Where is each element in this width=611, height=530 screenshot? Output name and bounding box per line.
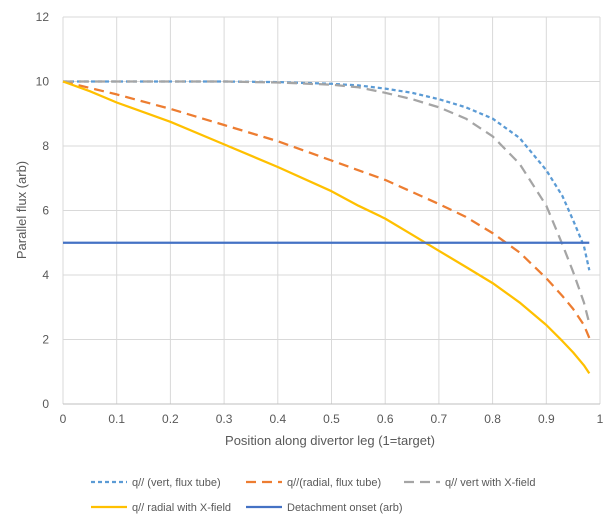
y-tick-label: 10 [36,75,50,89]
y-tick-label: 12 [36,10,50,24]
x-tick-label: 0.9 [538,412,555,426]
x-tick-label: 0.5 [323,412,340,426]
y-tick-label: 8 [42,139,49,153]
x-tick-label: 0.1 [108,412,125,426]
x-tick-label: 0.6 [377,412,394,426]
x-tick-label: 0.8 [484,412,501,426]
x-tick-label: 0.3 [216,412,233,426]
legend: q// (vert, flux tube) q//(radial, flux tu… [91,477,535,514]
x-tick-label: 0 [60,412,67,426]
y-tick-label: 0 [42,397,49,411]
y-tick-label: 4 [42,268,49,282]
x-tick-label: 0.4 [269,412,286,426]
x-axis-title: Position along divertor leg (1=target) [225,433,435,448]
legend-label-5: Detachment onset (arb) [287,502,403,514]
legend-label-1: q// (vert, flux tube) [132,477,221,489]
series-line-3 [63,80,591,324]
x-tick-label: 1 [597,412,604,426]
x-tick-label: 0.2 [162,412,179,426]
legend-label-4: q// radial with X-field [132,502,231,514]
series-line-4 [62,80,591,375]
legend-label-3: q// vert with X-field [445,477,535,489]
legend-label-2: q//(radial, flux tube) [287,477,381,489]
y-tick-label: 6 [42,204,49,218]
y-axis-title: Parallel flux (arb) [14,161,29,259]
x-tick-label: 0.7 [431,412,448,426]
y-tick-label: 2 [42,333,49,347]
